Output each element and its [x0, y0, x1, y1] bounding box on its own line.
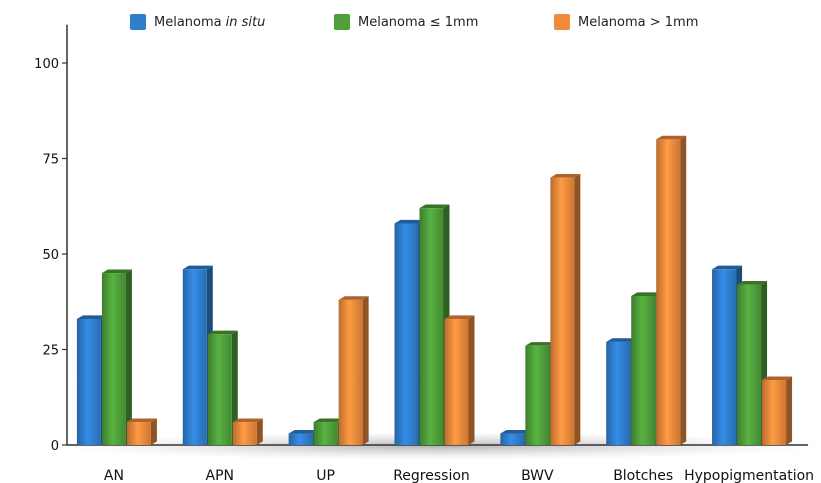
bar-regression-melanoma-1mm-top [444, 315, 475, 319]
bar-an-melanoma-1mm-front [101, 273, 126, 445]
bar-blotches-melanoma-in-situ-front [606, 341, 631, 445]
x-tick-label-bwv: BWV [521, 468, 554, 483]
bar-up-melanoma-1mm-front [338, 299, 363, 445]
legend-label-gt-1mm: Melanoma > 1mm [578, 14, 699, 30]
legend: Melanoma in situ Melanoma ≤ 1mm Melanoma… [0, 14, 821, 36]
bar-apn-melanoma-1mm [232, 418, 263, 445]
legend-item-gt-1mm: Melanoma > 1mm [554, 14, 698, 30]
bar-an-melanoma-in-situ-top [76, 315, 107, 319]
bar-blotches-melanoma-1mm-side [680, 135, 687, 446]
bar-regression-melanoma-in-situ-top [394, 219, 425, 224]
bar-an-melanoma-1mm-front [126, 422, 151, 445]
x-tick-label-regression: Regression [393, 468, 470, 483]
bar-regression-melanoma-1mm-top [419, 204, 450, 209]
bar-bwv-melanoma-1mm-top [550, 174, 581, 178]
legend-item-in-situ: Melanoma in situ [130, 14, 265, 30]
bar-regression-melanoma-in-situ-front [394, 223, 419, 445]
bar-apn-melanoma-in-situ-front [182, 269, 207, 445]
x-tick-label-apn: APN [206, 468, 235, 483]
y-tick-label-100: 100 [34, 57, 59, 72]
bar-hypopigmentation-melanoma-1mm [762, 376, 793, 445]
bar-an-melanoma-1mm [126, 418, 157, 445]
bar-bwv-melanoma-1mm [550, 174, 581, 445]
bar-apn-melanoma-1mm [207, 330, 238, 445]
bar-blotches-melanoma-1mm-top [656, 135, 687, 140]
bar-bwv-melanoma-in-situ-top [500, 429, 531, 434]
bar-apn-melanoma-1mm-side [256, 418, 263, 445]
bar-hypopigmentation-melanoma-1mm-top [762, 376, 793, 381]
bar-up-melanoma-in-situ-front [288, 433, 313, 445]
legend-label-in-situ: Melanoma in situ [154, 15, 265, 30]
legend-item-le-1mm: Melanoma ≤ 1mm [334, 14, 478, 30]
legend-swatch-le-1mm [334, 14, 350, 30]
y-tick-label-0: 0 [51, 439, 59, 454]
bar-apn-melanoma-1mm-top [207, 330, 238, 335]
bar-hypopigmentation-melanoma-in-situ-top [712, 265, 743, 270]
bar-blotches-melanoma-1mm-front [656, 139, 681, 445]
bar-regression-melanoma-1mm-front [419, 208, 444, 445]
x-tick-label-up: UP [316, 468, 335, 483]
legend-swatch-in-situ [130, 14, 146, 30]
bar-blotches-melanoma-1mm-front [631, 296, 656, 445]
bar-an-melanoma-1mm-top [101, 269, 132, 274]
bar-an-melanoma-1mm [101, 269, 132, 445]
x-tick-label-an: AN [104, 468, 124, 483]
bar-hypopigmentation-melanoma-1mm-front [737, 284, 762, 445]
y-tick-label-50: 50 [42, 248, 59, 263]
bar-bwv-melanoma-1mm-side [574, 174, 581, 445]
bar-an-melanoma-1mm-side [150, 418, 157, 445]
bar-up-melanoma-1mm-top [313, 418, 344, 423]
bar-bwv-melanoma-in-situ-front [500, 433, 525, 445]
bar-up-melanoma-in-situ-top [288, 429, 319, 434]
bar-hypopigmentation-melanoma-1mm-side [786, 376, 793, 445]
bar-regression-melanoma-1mm-side [468, 315, 475, 445]
bar-hypopigmentation-melanoma-in-situ-front [712, 269, 737, 445]
bar-an-melanoma-in-situ-front [76, 318, 101, 445]
bar-up-melanoma-1mm-side [362, 296, 369, 445]
bar-hypopigmentation-melanoma-1mm-front [762, 380, 787, 445]
bar-apn-melanoma-1mm-side [231, 330, 238, 445]
bar-an-melanoma-1mm-side [125, 269, 132, 445]
legend-swatch-gt-1mm [554, 14, 570, 30]
bar-up-melanoma-1mm-front [313, 422, 338, 445]
bar-apn-melanoma-1mm-front [232, 422, 257, 445]
bar-hypopigmentation-melanoma-1mm-top [737, 280, 768, 285]
legend-label-italic: in situ [225, 14, 266, 30]
bar-regression-melanoma-1mm [444, 315, 475, 445]
legend-label-le-1mm: Melanoma ≤ 1mm [358, 14, 479, 30]
bar-an-melanoma-1mm-top [126, 418, 157, 423]
y-tick-label-75: 75 [42, 153, 59, 168]
bar-blotches-melanoma-1mm-top [631, 292, 662, 297]
bar-up-melanoma-1mm-top [338, 296, 369, 300]
bar-bwv-melanoma-1mm-front [525, 345, 550, 445]
bar-bwv-melanoma-1mm-front [550, 177, 575, 445]
bar-hypopigmentation-melanoma-1mm [737, 280, 768, 445]
bar-regression-melanoma-1mm-front [444, 318, 469, 445]
bar-apn-melanoma-1mm-front [207, 334, 232, 445]
x-tick-label-hypopigmentation: Hypopigmentation [684, 468, 814, 483]
bar-blotches-melanoma-in-situ-top [606, 338, 637, 342]
bar-up-melanoma-1mm [338, 296, 369, 445]
bar-blotches-melanoma-1mm [656, 135, 687, 446]
bar-bwv-melanoma-1mm-top [525, 342, 556, 346]
x-tick-label-blotches: Blotches [613, 468, 673, 483]
y-tick-label-25: 25 [42, 344, 59, 359]
bar-apn-melanoma-1mm-top [232, 418, 263, 423]
bar-apn-melanoma-in-situ-top [182, 265, 213, 270]
legend-label-main: Melanoma [154, 14, 222, 30]
